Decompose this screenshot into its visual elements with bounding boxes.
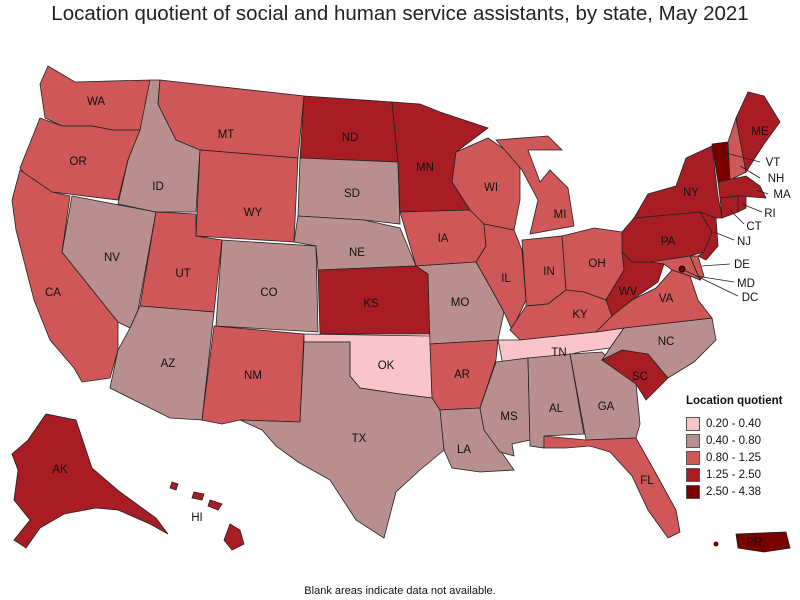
label-dc: DC bbox=[742, 292, 759, 304]
state-tx[interactable] bbox=[239, 341, 445, 539]
label-ky: KY bbox=[572, 309, 588, 321]
label-pa: PA bbox=[661, 236, 676, 248]
label-mi: MI bbox=[554, 209, 567, 221]
state-ct[interactable] bbox=[719, 195, 739, 219]
legend-label: 0.40 - 0.80 bbox=[706, 434, 761, 447]
label-wy: WY bbox=[244, 207, 263, 219]
legend-swatch bbox=[686, 484, 700, 499]
label-tn: TN bbox=[551, 347, 566, 359]
state-me[interactable] bbox=[735, 91, 781, 174]
legend-item: 0.20 - 0.40 bbox=[686, 415, 782, 432]
legend-item: 0.40 - 0.80 bbox=[686, 432, 782, 449]
label-ny: NY bbox=[683, 187, 699, 199]
label-nj: NJ bbox=[737, 236, 751, 248]
label-me: ME bbox=[751, 126, 769, 138]
label-wv: WV bbox=[619, 286, 638, 298]
state-wy[interactable] bbox=[195, 149, 299, 243]
label-tx: TX bbox=[352, 433, 367, 445]
dc-marker[interactable] bbox=[678, 265, 686, 273]
legend-label: 0.20 - 0.40 bbox=[706, 417, 761, 430]
label-nv: NV bbox=[104, 252, 120, 264]
state-sd[interactable] bbox=[297, 157, 401, 225]
label-ri: RI bbox=[764, 208, 776, 220]
label-mn: MN bbox=[416, 162, 434, 174]
label-ca: CA bbox=[45, 287, 61, 299]
state-az[interactable] bbox=[109, 305, 215, 421]
state-il[interactable] bbox=[475, 223, 527, 331]
state-ca[interactable] bbox=[11, 169, 119, 383]
legend-swatch bbox=[686, 467, 700, 482]
label-ct: CT bbox=[746, 221, 761, 233]
state-hi-islands-3[interactable] bbox=[207, 499, 223, 511]
legend-item: 2.50 - 4.38 bbox=[686, 483, 782, 500]
footnote: Blank areas indicate data not available. bbox=[304, 585, 496, 597]
label-wa: WA bbox=[87, 96, 105, 108]
legend-label: 2.50 - 4.38 bbox=[706, 485, 761, 498]
state-hi-islands[interactable] bbox=[169, 481, 179, 491]
legend-item: 1.25 - 2.50 bbox=[686, 466, 782, 483]
state-co[interactable] bbox=[215, 239, 319, 333]
label-va: VA bbox=[659, 293, 674, 305]
legend-swatch bbox=[686, 450, 700, 465]
label-mt: MT bbox=[218, 129, 235, 141]
label-md: MD bbox=[737, 278, 755, 290]
state-nj[interactable] bbox=[697, 211, 719, 261]
state-ak[interactable] bbox=[11, 413, 169, 549]
map-title: Location quotient of social and human se… bbox=[51, 2, 749, 25]
label-ne: NE bbox=[349, 247, 365, 259]
label-pr: PR bbox=[746, 537, 762, 549]
label-il: IL bbox=[501, 273, 511, 285]
legend-title: Location quotient bbox=[686, 395, 783, 407]
label-ia: IA bbox=[438, 233, 449, 245]
legend: Location quotient 0.20 - 0.40 0.40 - 0.8… bbox=[686, 395, 782, 500]
label-wi: WI bbox=[484, 182, 498, 194]
label-de: DE bbox=[734, 259, 750, 271]
label-sd: SD bbox=[344, 188, 360, 200]
label-ut: UT bbox=[175, 268, 190, 280]
label-co: CO bbox=[260, 287, 277, 299]
label-ms: MS bbox=[500, 411, 518, 423]
label-nc: NC bbox=[658, 336, 675, 348]
state-mi[interactable] bbox=[495, 135, 575, 235]
legend-label: 0.80 - 1.25 bbox=[706, 451, 761, 464]
legend-item: 0.80 - 1.25 bbox=[686, 449, 782, 466]
state-ny[interactable] bbox=[633, 145, 723, 219]
label-nh: NH bbox=[768, 173, 785, 185]
legend-label: 1.25 - 2.50 bbox=[706, 468, 761, 481]
label-ok: OK bbox=[378, 360, 395, 372]
label-al: AL bbox=[549, 403, 564, 415]
pr-island-marker bbox=[713, 541, 719, 547]
label-oh: OH bbox=[588, 258, 605, 270]
state-fl[interactable] bbox=[543, 435, 681, 539]
leader-lines bbox=[683, 151, 769, 297]
label-hi: HI bbox=[191, 512, 203, 524]
label-mo: MO bbox=[451, 297, 470, 309]
state-labels: WA OR CA ID NV MT WY UT AZ CO NM ND SD N… bbox=[45, 96, 791, 549]
legend-swatch bbox=[686, 433, 700, 448]
label-in: IN bbox=[543, 266, 555, 278]
label-or: OR bbox=[69, 156, 86, 168]
label-ak: AK bbox=[52, 464, 68, 476]
state-nd[interactable] bbox=[299, 95, 399, 163]
label-ks: KS bbox=[363, 298, 379, 310]
label-id: ID bbox=[152, 181, 164, 193]
label-ma: MA bbox=[773, 189, 791, 201]
label-nm: NM bbox=[244, 370, 262, 382]
label-nd: ND bbox=[342, 132, 359, 144]
state-pr[interactable] bbox=[735, 531, 791, 553]
label-az: AZ bbox=[161, 358, 176, 370]
label-la: LA bbox=[457, 444, 471, 456]
label-ga: GA bbox=[598, 401, 615, 413]
state-de[interactable] bbox=[689, 255, 705, 281]
state-hi[interactable] bbox=[223, 523, 245, 551]
legend-swatch bbox=[686, 416, 700, 431]
label-sc: SC bbox=[632, 371, 648, 383]
state-hi-islands-2[interactable] bbox=[191, 491, 205, 501]
label-ar: AR bbox=[454, 369, 470, 381]
label-fl: FL bbox=[640, 475, 654, 487]
label-vt: VT bbox=[766, 157, 781, 169]
